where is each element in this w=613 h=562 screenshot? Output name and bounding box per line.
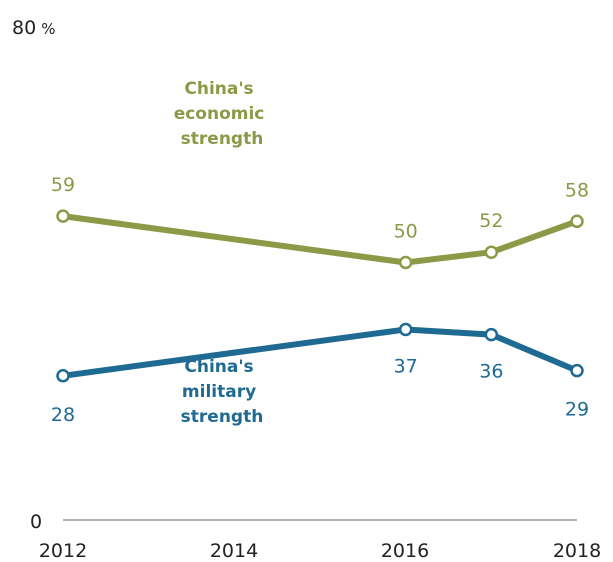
data-label: 50	[394, 221, 418, 243]
x-tick-label: 2014	[210, 540, 258, 562]
data-label: 37	[394, 355, 418, 377]
series-line	[60, 326, 580, 379]
economic-series-name: China's economic strength	[174, 79, 271, 149]
data-point	[398, 255, 413, 270]
data-point	[570, 363, 584, 378]
military-series-name: China's military strength	[181, 357, 264, 427]
data-label: 36	[479, 361, 503, 383]
data-point	[484, 245, 499, 259]
y-axis-min-label: 0	[30, 511, 42, 533]
data-label: 52	[479, 210, 503, 232]
data-point	[398, 322, 413, 337]
data-point	[570, 214, 584, 229]
data-point	[56, 369, 70, 383]
y-axis-max-label: 80%	[12, 17, 55, 39]
data-point	[484, 327, 499, 342]
x-tick-label: 2018	[553, 540, 601, 562]
x-tick-label: 2016	[381, 540, 429, 562]
data-label: 58	[565, 179, 589, 201]
x-tick-label: 2012	[39, 540, 87, 562]
data-label: 29	[565, 399, 589, 421]
data-label: 28	[51, 404, 75, 426]
data-label: 59	[51, 174, 75, 196]
series-line	[60, 213, 580, 266]
data-point	[56, 209, 70, 223]
